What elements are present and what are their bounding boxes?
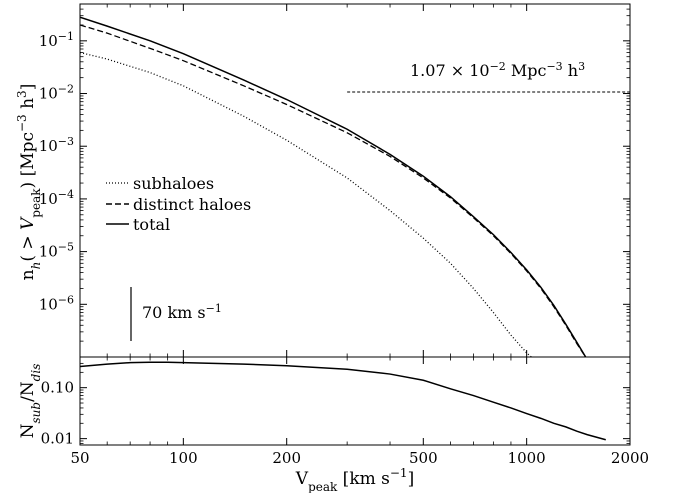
main-x-ticks xyxy=(79,4,631,357)
ratio-x-ticks: 50 100 200 500 1000 2000 xyxy=(70,357,649,467)
ratio-panel: 0.01 0.10 50 100 200 500 1000 2000 Nsub/Ndis V… xyxy=(18,356,649,493)
main-series xyxy=(80,16,587,357)
ratio-panel-frame xyxy=(79,356,631,446)
ratio-ratio-line xyxy=(80,361,606,441)
legend-label-total: total xyxy=(133,215,170,234)
y-tick-label: 10−6 xyxy=(39,293,74,314)
legend-label-subhaloes: subhaloes xyxy=(133,174,214,193)
x-tick-label: 50 xyxy=(70,449,89,467)
legend-label-distinct: distinct haloes xyxy=(133,195,251,214)
ratio-series xyxy=(80,361,606,441)
ratio-y-tick-label: 0.01 xyxy=(41,430,74,448)
y-tick-label: 10−3 xyxy=(39,135,74,156)
main-y-ticks: 10−6 10−5 10−4 10−3 10−2 10−1 xyxy=(39,3,630,342)
ratio-y-tick-label: 0.10 xyxy=(41,379,74,397)
ratio-y-ticks: 0.01 0.10 xyxy=(41,362,630,448)
x-tick-label: 1000 xyxy=(508,449,546,467)
y-tick-label: 10−4 xyxy=(39,187,74,208)
main-panel: 10−6 10−5 10−4 10−3 10−2 10−1 1.07 × 10−2 Mpc… xyxy=(15,3,631,358)
y-tick-label: 10−5 xyxy=(39,240,74,261)
legend: subhaloes distinct haloes total xyxy=(106,174,251,234)
y-tick-label: 10−1 xyxy=(39,29,74,50)
x-tick-label: 200 xyxy=(272,449,301,467)
reference-line-label: 1.07 × 10−2 Mpc−3 h3 xyxy=(410,60,585,81)
x-tick-label: 2000 xyxy=(611,449,649,467)
scale-bar-label: 70 km s−1 xyxy=(142,302,222,323)
x-tick-label: 500 xyxy=(409,449,438,467)
series-total xyxy=(80,16,587,357)
series-subhaloes xyxy=(80,51,533,357)
x-axis-label: Vpeak [km s−1] xyxy=(295,466,414,493)
ratio-y-axis-label: Nsub/Ndis xyxy=(18,364,43,439)
y-tick-label: 10−2 xyxy=(39,82,74,103)
x-tick-label: 100 xyxy=(169,449,198,467)
